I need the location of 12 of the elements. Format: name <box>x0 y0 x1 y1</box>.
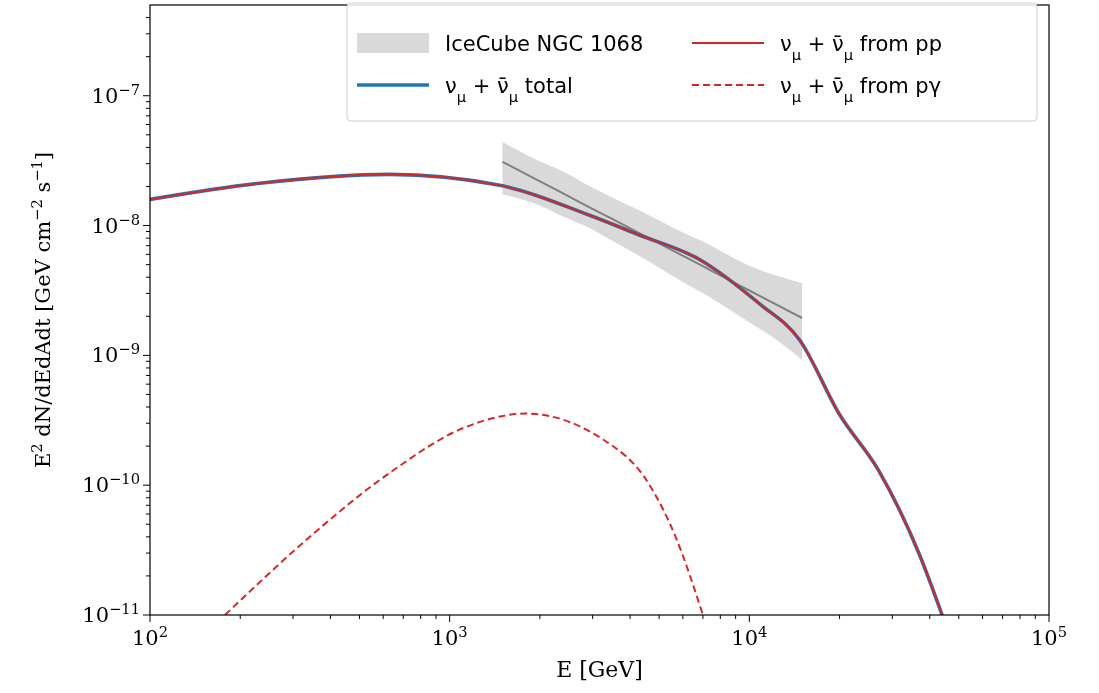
y-tick-label: 10$^{−7}$ <box>91 80 140 108</box>
x-tick-label: 10$^{5}$ <box>1030 622 1068 650</box>
x-tick-label: 10$^{3}$ <box>431 622 468 650</box>
legend-label: ν$_{μ}$ + ν̄$_{μ}$ total <box>445 74 573 105</box>
y-tick-label: 10$^{−8}$ <box>91 210 140 238</box>
y-tick-label: 10$^{−9}$ <box>91 339 140 368</box>
legend-label: IceCube NGC 1068 <box>445 32 644 56</box>
y-tick-label: 10$^{−10}$ <box>82 469 140 498</box>
x-axis-title: E [GeV] <box>556 657 643 682</box>
legend-label: ν$_{μ}$ + ν̄$_{μ}$ from pγ <box>780 74 942 105</box>
legend-label: ν$_{μ}$ + ν̄$_{μ}$ from pp <box>780 32 943 63</box>
x-tick-label: 10$^{4}$ <box>731 622 768 650</box>
